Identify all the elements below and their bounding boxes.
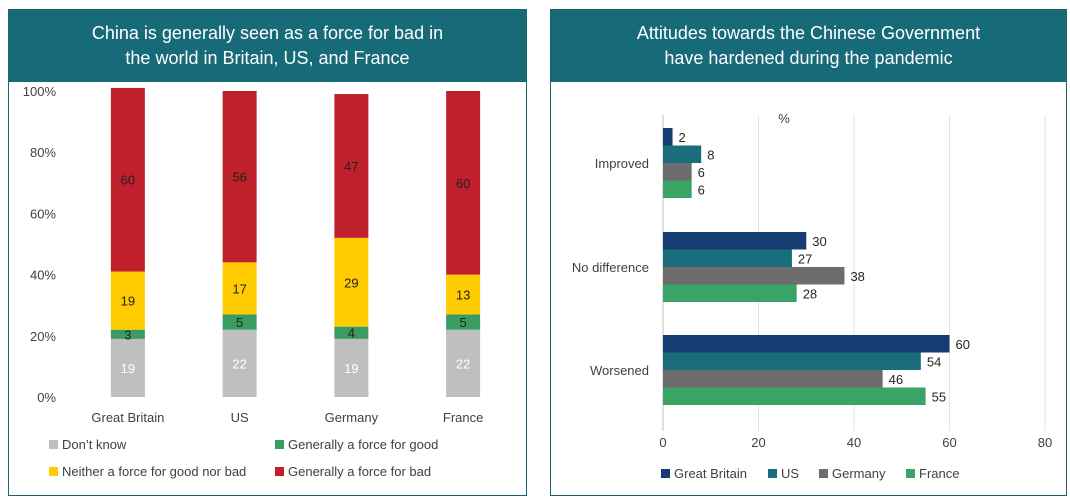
data-label: 3 [124, 327, 131, 342]
legend-label: Generally a force for good [288, 437, 438, 452]
right-chart-panel: Attitudes towards the Chinese Government… [550, 9, 1067, 496]
bar-segment-us-generally-a-force-for-bad [222, 91, 257, 263]
y-category-label: No difference [572, 260, 649, 275]
left-chart-title: China is generally seen as a force for b… [91, 23, 444, 68]
bar-segment-germany-don-t-know [334, 338, 369, 397]
legend-label: Generally a force for bad [288, 464, 431, 479]
right-chart-title-banner: Attitudes towards the Chinese Government… [551, 10, 1066, 82]
bar-no-difference-great-britain [663, 232, 807, 250]
data-label: 29 [344, 275, 358, 290]
legend-swatch-generally-a-force-for-bad [275, 467, 284, 476]
stacked-bar-chart: 0% 20% 40% 60% 80% 100% 19 3 19 60 Great Britain 22… [23, 84, 484, 479]
data-label: 2 [679, 130, 686, 145]
legend-label: France [919, 466, 959, 481]
x-category-label: US [231, 410, 249, 425]
x-category-label: Germany [325, 410, 379, 425]
data-label: 13 [456, 287, 470, 302]
legend-swatch-generally-a-force-for-good [275, 440, 284, 449]
bar-segment-france-generally-a-force-for-bad [446, 91, 481, 275]
data-label: 54 [927, 354, 941, 369]
x-tick-label: 80 [1038, 435, 1052, 450]
y-tick-label: 80% [30, 145, 56, 160]
bar-segment-great-britain-generally-a-force-for-good [110, 329, 145, 339]
y-tick-label: 40% [30, 268, 56, 283]
legend-swatch-don-t-know [49, 440, 58, 449]
y-tick-label: 60% [30, 206, 56, 221]
bar-improved-us [663, 145, 702, 163]
y-tick-label: 20% [30, 329, 56, 344]
y-tick-label: 100% [23, 84, 57, 99]
bar-improved-germany [663, 163, 692, 181]
x-tick-label: 20 [751, 435, 765, 450]
legend-label: Germany [832, 466, 886, 481]
y-category-label: Worsened [590, 363, 649, 378]
legend-swatch-neither-a-force-for-good-nor-bad [49, 467, 58, 476]
data-label: 30 [812, 234, 826, 249]
legend-label: Don’t know [62, 437, 127, 452]
bar-segment-great-britain-neither-a-force-for-good-nor-bad [110, 271, 145, 330]
data-label: 19 [121, 294, 135, 309]
data-label: 47 [344, 159, 358, 174]
x-tick-label: 40 [847, 435, 861, 450]
bar-segment-france-neither-a-force-for-good-nor-bad [446, 274, 481, 315]
bar-improved-france [663, 180, 692, 198]
left-chart-title-banner: China is generally seen as a force for b… [9, 10, 526, 82]
data-label: 60 [956, 337, 970, 352]
bar-segment-germany-generally-a-force-for-bad [334, 94, 369, 238]
data-label: 22 [456, 356, 470, 371]
y-category-label: Improved [595, 156, 649, 171]
x-tick-label: 0 [659, 435, 666, 450]
legend-label: Great Britain [674, 466, 747, 481]
bar-segment-us-generally-a-force-for-good [222, 314, 257, 330]
data-label: 22 [232, 356, 246, 371]
y-tick-label: 0% [37, 390, 56, 405]
legend-swatch-great-britain [661, 469, 670, 478]
bar-segment-germany-generally-a-force-for-good [334, 326, 369, 339]
right-chart-title: Attitudes towards the Chinese Government… [636, 23, 981, 68]
data-label: 6 [698, 182, 705, 197]
data-label: 28 [803, 286, 817, 301]
legend-label: US [781, 466, 799, 481]
data-label: 6 [698, 165, 705, 180]
data-label: 17 [232, 281, 246, 296]
data-label: 19 [344, 361, 358, 376]
unit-label: % [778, 111, 790, 126]
legend-swatch-france [906, 469, 915, 478]
bar-segment-great-britain-don-t-know [110, 338, 145, 397]
x-category-label: Great Britain [91, 410, 164, 425]
bar-improved-great-britain [663, 128, 673, 146]
data-label: 27 [798, 251, 812, 266]
data-label: 19 [121, 361, 135, 376]
legend-swatch-germany [819, 469, 828, 478]
data-label: 55 [932, 389, 946, 404]
bar-segment-germany-neither-a-force-for-good-nor-bad [334, 237, 369, 327]
data-label: 8 [707, 147, 714, 162]
bar-worsened-great-britain [663, 335, 950, 353]
x-category-label: France [443, 410, 483, 425]
data-label: 60 [121, 173, 135, 188]
data-label: 5 [460, 315, 467, 330]
bar-worsened-germany [663, 370, 883, 388]
bar-no-difference-germany [663, 267, 845, 285]
bar-segment-us-don-t-know [222, 329, 257, 397]
bar-worsened-us [663, 352, 921, 370]
bar-segment-france-don-t-know [446, 329, 481, 397]
data-label: 60 [456, 176, 470, 191]
legend-swatch-us [768, 469, 777, 478]
bar-no-difference-us [663, 249, 792, 267]
bar-no-difference-france [663, 284, 797, 302]
bar-worsened-france [663, 387, 926, 405]
bar-segment-us-neither-a-force-for-good-nor-bad [222, 262, 257, 315]
bar-segment-great-britain-generally-a-force-for-bad [110, 87, 145, 272]
legend-label: Neither a force for good nor bad [62, 464, 246, 479]
data-label: 38 [850, 269, 864, 284]
bar-segment-france-generally-a-force-for-good [446, 314, 481, 330]
data-label: 56 [232, 170, 246, 185]
x-tick-label: 60 [942, 435, 956, 450]
left-chart-panel: China is generally seen as a force for b… [8, 9, 527, 496]
data-label: 4 [348, 326, 355, 341]
data-label: 5 [236, 315, 243, 330]
data-label: 46 [889, 372, 903, 387]
